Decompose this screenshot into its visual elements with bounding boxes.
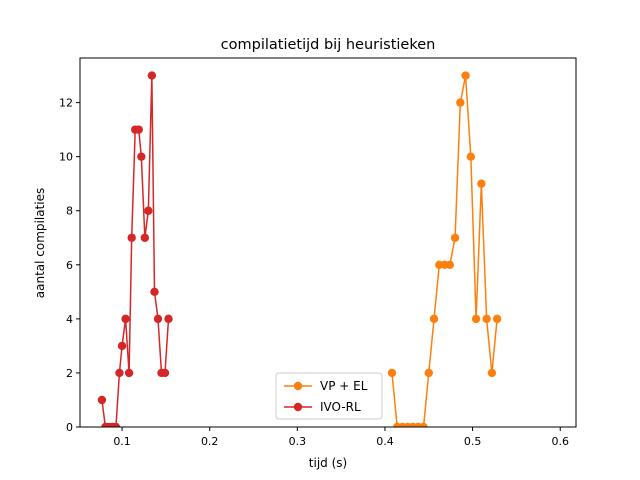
y-tick-label: 2: [66, 367, 73, 380]
series-1-point: [471, 314, 481, 324]
series-2-point: [137, 152, 146, 161]
x-tick-label: 0.4: [376, 435, 394, 448]
y-tick-label: 0: [66, 421, 73, 434]
series-2-point: [144, 206, 153, 215]
series-1-point: [477, 179, 486, 188]
series-1-point: [492, 314, 502, 324]
series-1-point: [450, 233, 460, 242]
legend-swatch-marker: [293, 381, 303, 391]
legend-label: IVO-RL: [320, 400, 361, 414]
y-tick-label: 6: [66, 259, 73, 272]
y-tick-label: 12: [59, 97, 73, 110]
y-tick-label: 4: [66, 313, 73, 326]
x-axis-label: tijd (s): [309, 456, 347, 470]
legend-label: VP + EL: [320, 379, 368, 393]
series-1-point: [429, 314, 439, 324]
series-1-point: [466, 152, 476, 161]
series-2-point: [140, 233, 150, 242]
series-2-point: [160, 368, 170, 378]
series-1-point: [445, 260, 455, 269]
series-1-point: [487, 368, 497, 378]
x-tick-label: 0.5: [464, 435, 482, 448]
series-1-point: [456, 98, 465, 107]
series-1: [387, 71, 502, 427]
y-tick-label: 10: [59, 151, 73, 164]
series-2-point: [117, 341, 127, 351]
legend-swatch-marker: [293, 402, 303, 412]
series-1-point: [419, 422, 428, 427]
series-2-point: [153, 314, 163, 324]
series-2-point: [111, 422, 121, 427]
series-2-point: [150, 287, 159, 297]
x-tick-label: 0.6: [551, 435, 569, 448]
x-tick-label: 0.2: [201, 435, 219, 448]
series-2-point: [115, 368, 124, 378]
series-2-point: [127, 233, 136, 242]
series-1-point: [424, 368, 433, 378]
series-2-point: [97, 395, 107, 405]
series-2-point: [121, 314, 130, 324]
series-2-point: [124, 368, 134, 378]
x-tick-label: 0.1: [113, 435, 131, 448]
series-1-point: [461, 71, 470, 80]
series-2-point: [147, 71, 157, 80]
axes: 0.1 0.2 0.3 0.4 0.5 0.6 0 2 4 6 8 10 12: [59, 57, 577, 448]
series-2-point: [134, 125, 143, 134]
y-tick-label: 8: [66, 205, 73, 218]
series-1-point: [387, 368, 397, 378]
series-2-point: [164, 314, 173, 324]
y-axis-label: aantal compilaties: [33, 188, 47, 298]
plot-area: [97, 71, 502, 427]
x-tick-label: 0.3: [289, 435, 307, 448]
plot-frame: [79, 57, 577, 428]
series-2: [97, 71, 173, 427]
legend: VP + EL IVO-RL: [275, 372, 383, 420]
series-1-point: [482, 314, 491, 324]
chart-title: compilatietijd bij heuristieken: [221, 37, 436, 53]
